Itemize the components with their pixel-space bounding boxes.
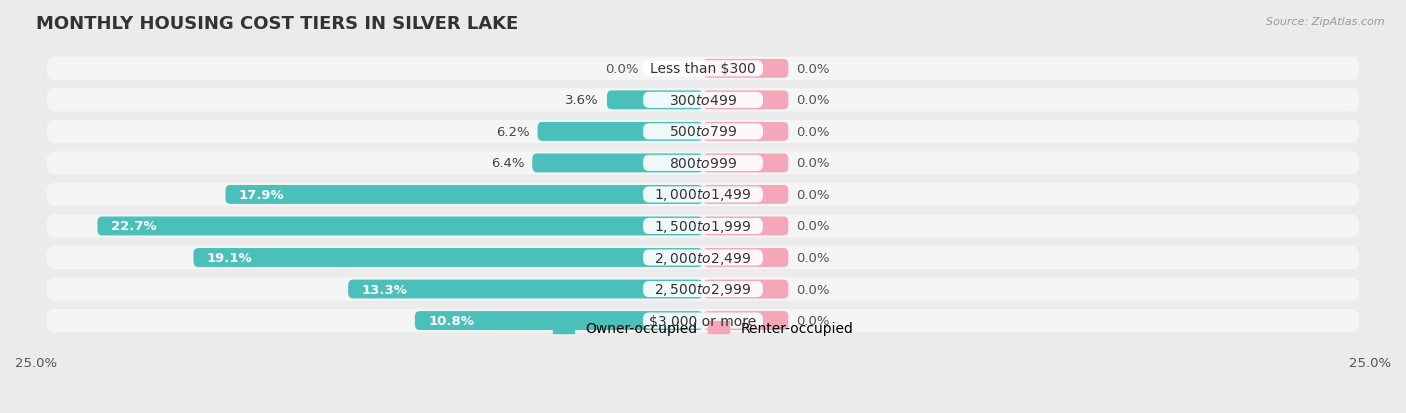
FancyBboxPatch shape	[703, 123, 789, 142]
Text: 17.9%: 17.9%	[239, 188, 284, 202]
Text: 3.6%: 3.6%	[565, 94, 599, 107]
Text: Source: ZipAtlas.com: Source: ZipAtlas.com	[1267, 17, 1385, 26]
Text: 6.4%: 6.4%	[491, 157, 524, 170]
FancyBboxPatch shape	[46, 183, 1360, 206]
FancyBboxPatch shape	[643, 250, 763, 266]
Text: 13.3%: 13.3%	[361, 283, 408, 296]
Text: Less than $300: Less than $300	[650, 62, 756, 76]
FancyBboxPatch shape	[415, 311, 703, 330]
Text: 22.7%: 22.7%	[111, 220, 156, 233]
FancyBboxPatch shape	[46, 121, 1360, 144]
FancyBboxPatch shape	[46, 278, 1360, 301]
FancyBboxPatch shape	[703, 154, 789, 173]
Text: $500 to $799: $500 to $799	[669, 125, 737, 139]
FancyBboxPatch shape	[703, 60, 789, 78]
Text: 0.0%: 0.0%	[796, 157, 830, 170]
Text: 0.0%: 0.0%	[796, 220, 830, 233]
FancyBboxPatch shape	[46, 57, 1360, 81]
FancyBboxPatch shape	[643, 218, 763, 235]
Text: MONTHLY HOUSING COST TIERS IN SILVER LAKE: MONTHLY HOUSING COST TIERS IN SILVER LAK…	[37, 15, 519, 33]
FancyBboxPatch shape	[533, 154, 703, 173]
FancyBboxPatch shape	[607, 91, 703, 110]
FancyBboxPatch shape	[703, 311, 789, 330]
FancyBboxPatch shape	[46, 215, 1360, 238]
FancyBboxPatch shape	[349, 280, 703, 299]
FancyBboxPatch shape	[703, 91, 789, 110]
Text: $1,000 to $1,499: $1,000 to $1,499	[654, 187, 752, 203]
Text: $1,500 to $1,999: $1,500 to $1,999	[654, 218, 752, 235]
FancyBboxPatch shape	[643, 281, 763, 297]
Text: 0.0%: 0.0%	[796, 63, 830, 76]
FancyBboxPatch shape	[703, 217, 789, 236]
FancyBboxPatch shape	[643, 61, 763, 77]
FancyBboxPatch shape	[643, 93, 763, 109]
Text: 6.2%: 6.2%	[496, 126, 530, 138]
FancyBboxPatch shape	[225, 185, 703, 204]
FancyBboxPatch shape	[643, 155, 763, 171]
Text: 0.0%: 0.0%	[796, 314, 830, 327]
Text: 0.0%: 0.0%	[796, 283, 830, 296]
Text: 0.0%: 0.0%	[796, 188, 830, 202]
Text: 10.8%: 10.8%	[429, 314, 474, 327]
Text: $2,500 to $2,999: $2,500 to $2,999	[654, 281, 752, 297]
FancyBboxPatch shape	[46, 309, 1360, 332]
Text: 0.0%: 0.0%	[606, 63, 638, 76]
Text: 19.1%: 19.1%	[207, 252, 253, 264]
Text: 0.0%: 0.0%	[796, 126, 830, 138]
Text: $800 to $999: $800 to $999	[669, 157, 737, 171]
Text: 0.0%: 0.0%	[796, 94, 830, 107]
FancyBboxPatch shape	[46, 246, 1360, 270]
FancyBboxPatch shape	[643, 313, 763, 329]
FancyBboxPatch shape	[703, 185, 789, 204]
FancyBboxPatch shape	[46, 152, 1360, 175]
FancyBboxPatch shape	[703, 249, 789, 267]
FancyBboxPatch shape	[194, 249, 703, 267]
FancyBboxPatch shape	[537, 123, 703, 142]
Text: 0.0%: 0.0%	[796, 252, 830, 264]
FancyBboxPatch shape	[643, 124, 763, 140]
FancyBboxPatch shape	[703, 280, 789, 299]
Legend: Owner-occupied, Renter-occupied: Owner-occupied, Renter-occupied	[547, 316, 859, 340]
FancyBboxPatch shape	[643, 187, 763, 203]
Text: $2,000 to $2,499: $2,000 to $2,499	[654, 250, 752, 266]
Text: $300 to $499: $300 to $499	[669, 94, 737, 107]
FancyBboxPatch shape	[97, 217, 703, 236]
FancyBboxPatch shape	[46, 89, 1360, 112]
Text: $3,000 or more: $3,000 or more	[650, 314, 756, 328]
